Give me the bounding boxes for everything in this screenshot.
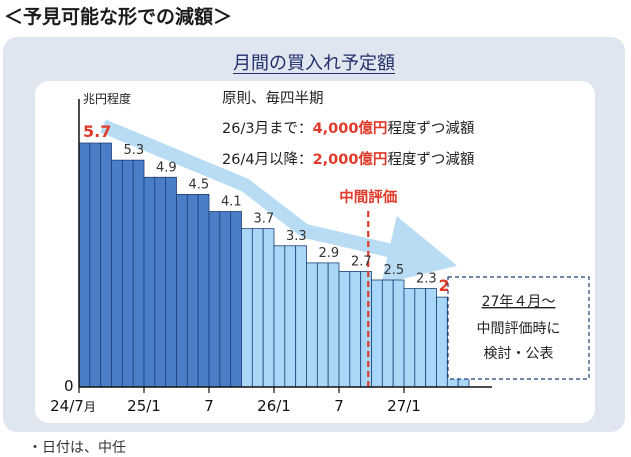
bar-9-segment: [381, 279, 394, 388]
bar-8-segment: [349, 271, 362, 388]
bar-10-segment: [425, 288, 437, 388]
bar-9-segment: [392, 279, 405, 388]
bar-value-label: 4.1: [221, 195, 242, 210]
bar-1-segment: [121, 159, 134, 388]
x-tick-label: 27/1: [387, 397, 421, 415]
bar-value-label: 2.3: [416, 272, 437, 287]
note-line: 26/3月まで：4,000億円程度ずつ減額: [222, 119, 474, 137]
bar-7-segment: [327, 262, 340, 388]
bar-value-label: 2.9: [319, 246, 340, 261]
bar-5-segment: [241, 228, 253, 388]
trend-arrow: [100, 119, 458, 285]
note-line: 原則、毎四半期: [222, 90, 324, 107]
bar-value-label: 2.5: [384, 263, 405, 278]
bar-0-segment: [100, 142, 112, 388]
bar-10-segment: [414, 288, 427, 388]
bar-0-segment: [89, 142, 102, 388]
note-line: 26/4月以降：2,000億円程度ずつ減額: [222, 150, 474, 168]
x-tick-label: 26/1: [257, 397, 291, 415]
bar-10-segment: [403, 288, 416, 388]
y-zero-label: 0: [64, 377, 74, 395]
bar-2-segment: [143, 176, 156, 388]
bar-4-segment: [219, 211, 232, 388]
panel-title: 月間の買入れ予定額: [233, 53, 395, 74]
bar-value-label: 4.9: [156, 160, 177, 175]
bar-value-label: 3.3: [286, 229, 307, 244]
review-box: [447, 276, 590, 380]
x-tick-label: 7: [204, 397, 214, 415]
bar-9-segment: [371, 279, 383, 388]
midterm-label: 中間評価: [339, 188, 397, 206]
bar-8-segment: [360, 271, 372, 388]
bar-1-segment: [132, 159, 145, 388]
bar-7-segment: [316, 262, 329, 388]
bar-6-segment: [273, 245, 286, 388]
bar-5-segment: [262, 228, 275, 388]
bar-value-label: 2.7: [351, 254, 372, 269]
bar-2-segment: [165, 176, 177, 388]
bar-2-segment: [154, 176, 167, 388]
bar-6-segment: [284, 245, 297, 388]
bar-5-segment: [251, 228, 264, 388]
bar-4-segment: [208, 211, 221, 388]
review-box-line: 検討・公表: [484, 346, 554, 362]
bar-6-segment: [295, 245, 307, 388]
bar-value-label: 5.3: [124, 143, 145, 158]
x-tick-label: 7: [334, 397, 344, 415]
bar-3-segment: [176, 194, 188, 388]
chart-area: 中間評価 0 兆円程度 24/7月 25/1 7 26/1 7 27/1 5.7 5.3 4.9 4…: [35, 81, 595, 423]
bar-4-segment: [230, 211, 242, 388]
bar-7-segment: [306, 262, 318, 388]
bar-11-segment: [436, 296, 448, 388]
review-box-line: 27年４月～: [482, 294, 556, 310]
bar-value-label: 5.7: [83, 122, 111, 141]
bar-3-segment: [186, 194, 199, 388]
bar-value-label: 3.7: [254, 212, 275, 227]
bar-3-segment: [197, 194, 210, 388]
unit-label: 兆円程度: [83, 91, 131, 106]
x-tick-label: 24/7月: [50, 397, 96, 415]
purchase-chart: 中間評価 0 兆円程度 24/7月 25/1 7 26/1 7 27/1 5.7 5.3 4.9 4…: [50, 90, 590, 415]
bar-0-segment: [78, 142, 91, 388]
review-box-line: 中間評価時に: [477, 321, 561, 337]
page-heading: ＜予見可能な形での減額＞: [4, 6, 233, 28]
bar-value-label: 4.5: [189, 177, 210, 192]
bar-1-segment: [111, 159, 123, 388]
x-tick-label: 25/1: [127, 397, 161, 415]
bar-8-segment: [338, 271, 351, 388]
chart-panel: 月間の買入れ予定額 中間評価 0 兆円程度 24/7月 25/1 7 26/1 7 27/1 …: [3, 37, 625, 432]
footer-partial-text: ・日付は、中任: [28, 440, 126, 456]
